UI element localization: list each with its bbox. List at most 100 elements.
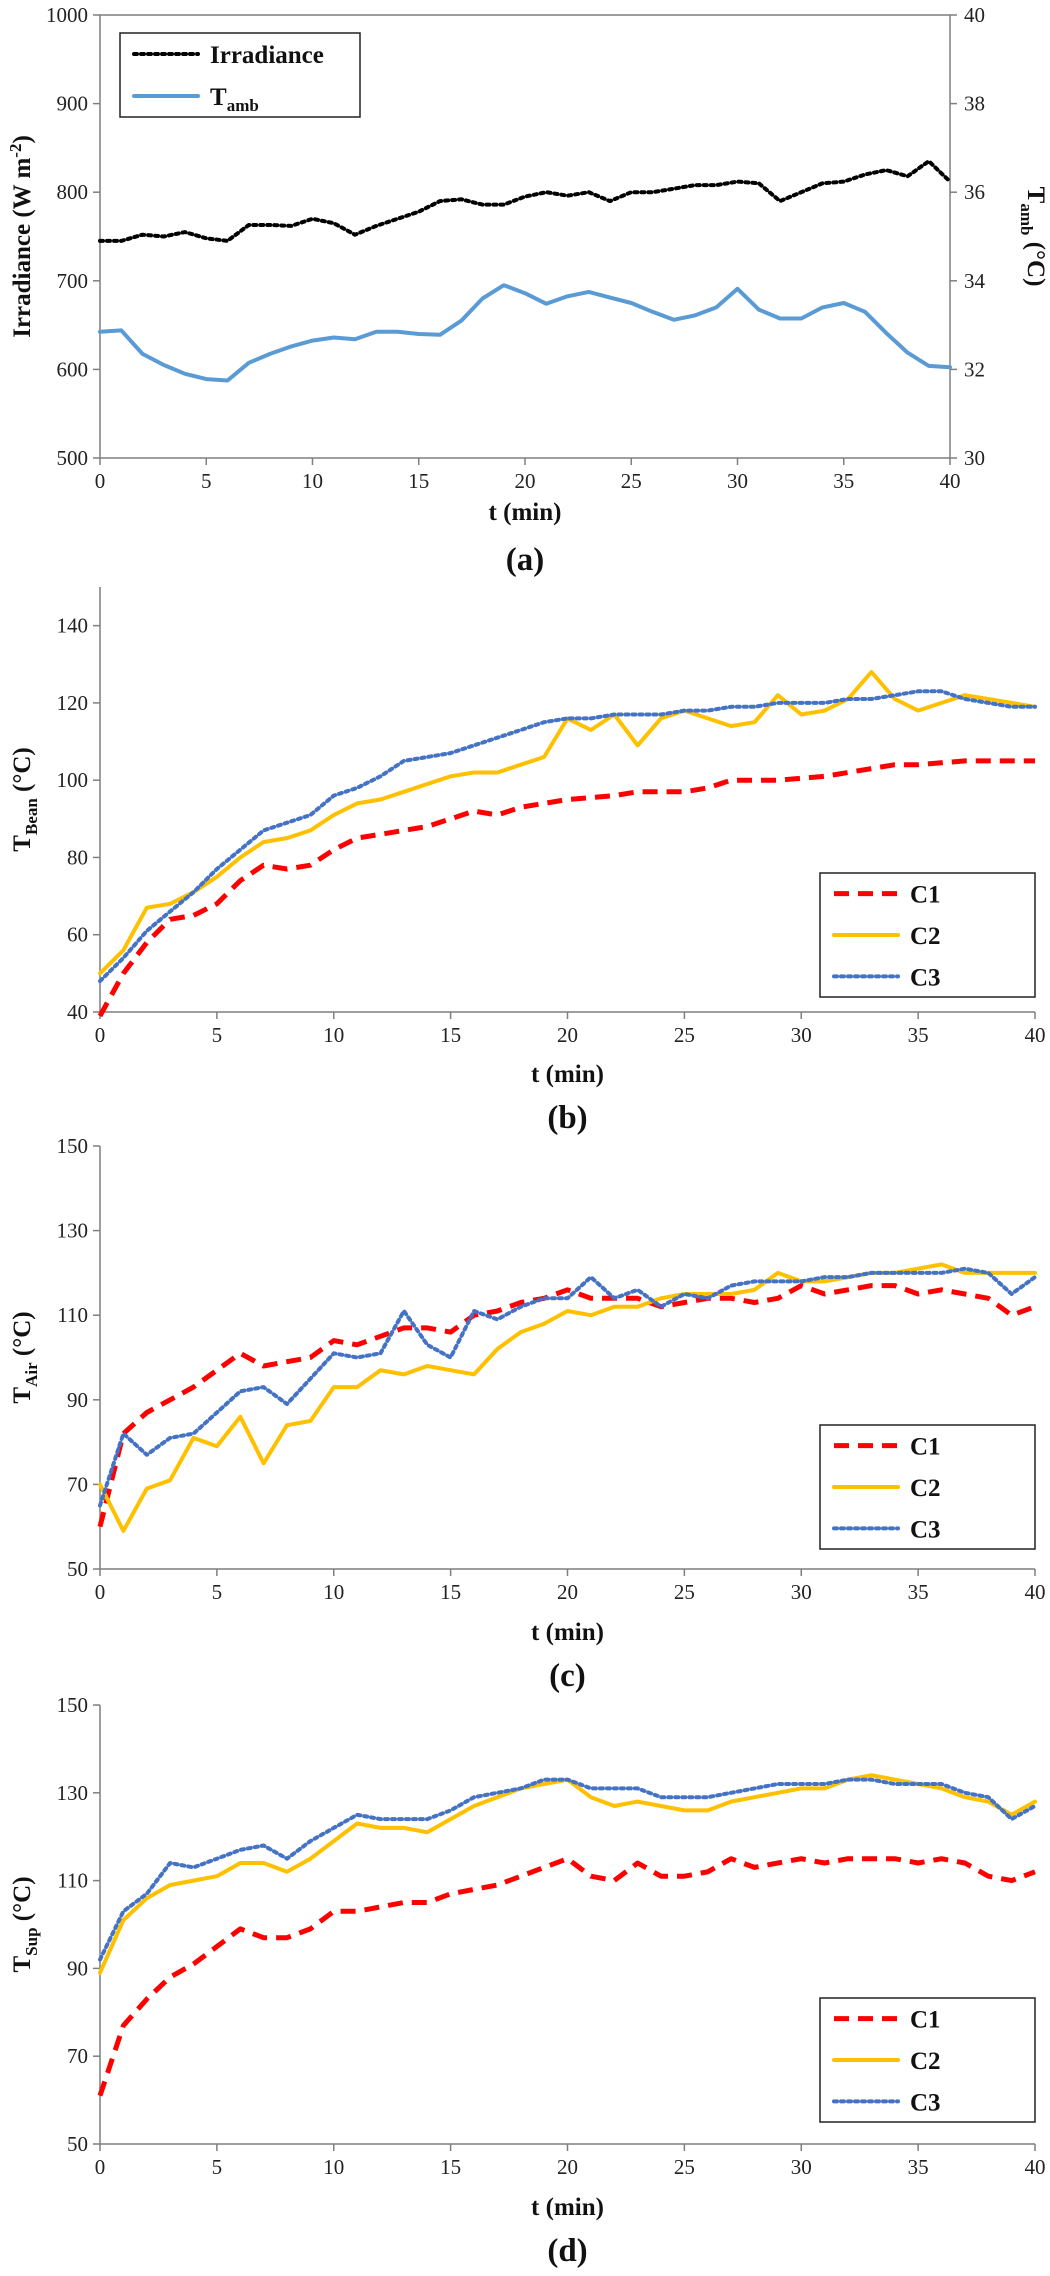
x-tick-label: 35 [908,1023,929,1047]
y-tick-label: 120 [57,691,89,715]
series-line-irradiance [98,159,952,243]
y-tick-label: 130 [57,1219,89,1243]
legend: C1 C2 C3 [819,1997,1036,2123]
x-tick-label: 40 [1025,1580,1046,1604]
series-line-c2 [98,1773,1037,1975]
x-tick-label: 20 [557,1580,578,1604]
y-tick-label: 110 [57,1303,88,1327]
x-tick-label: 15 [440,1023,461,1047]
legend-label-c2: C2 [910,2048,941,2075]
panel-label: (b) [547,1100,587,1136]
chart-panel-a: 0 5 10 15 20 25 30 35 40 500 600 700 800 900 1000 30 32 3… [6,3,1049,578]
y2-tick-label: 34 [964,269,986,293]
chart-panel-d: 0 5 10 15 20 25 30 35 40 50 70 90 110 130 150 t (min) TS… [9,1693,1046,2269]
legend-label-c3: C3 [910,2089,941,2116]
x-tick-label: 10 [323,2155,344,2179]
series-line-c1 [97,1856,1036,2097]
chart-panel-c: 0 5 10 15 20 25 30 35 40 50 70 90 110 130 150 t (min) TA… [9,1134,1046,1694]
x-tick-label: 5 [212,2155,223,2179]
x-tick-label: 35 [908,1580,929,1604]
x-axis-label: t (min) [531,1061,604,1088]
x-tick-label: 35 [833,469,854,493]
series-line-c3 [98,1266,1037,1508]
x-tick-label: 25 [621,469,642,493]
legend-label-c2: C2 [910,923,941,950]
y-tick-label: 50 [67,1557,88,1581]
legend-label-irradiance: Irradiance [210,42,324,69]
y-tick-label: 50 [67,2132,88,2156]
x-tick-label: 35 [908,2155,929,2179]
x-tick-label: 40 [1025,2155,1046,2179]
legend-label-c3: C3 [910,964,941,991]
x-tick-label: 30 [791,1023,812,1047]
y2-tick-label: 36 [964,180,985,204]
legend: C1 C2 C3 [819,1424,1036,1550]
legend-label-c1: C1 [910,1434,941,1461]
panel-label: (a) [506,542,544,578]
x-tick-label: 25 [674,2155,695,2179]
x-tick-label: 20 [515,469,536,493]
y-tick-label: 800 [57,180,89,204]
y-tick-label: 140 [57,614,89,638]
legend: C1 C2 C3 [819,872,1036,998]
y-tick-label: 500 [57,446,89,470]
legend: Irradiance Tamb [119,32,361,118]
y-axis-label: TBean (°C) [9,747,41,851]
x-tick-label: 30 [791,2155,812,2179]
x-axis-label: t (min) [531,2194,604,2221]
y2-tick-label: 40 [964,3,985,27]
x-tick-label: 0 [95,2155,106,2179]
legend-box [119,32,361,118]
x-tick-label: 0 [95,469,106,493]
x-tick-label: 0 [95,1023,106,1047]
y2-tick-label: 30 [964,446,985,470]
x-tick-label: 0 [95,1580,106,1604]
series-line-c1 [97,758,1035,1018]
x-tick-label: 25 [674,1580,695,1604]
legend-label-t: Tamb [210,84,259,115]
x-tick-label: 30 [727,469,748,493]
y-tick-label: 60 [67,923,88,947]
series-line-c3 [98,1777,1037,1962]
y2-tick-label: 38 [964,92,985,116]
x-tick-label: 5 [212,1023,223,1047]
y2-axis-label: Tamb (°C) [1017,187,1049,287]
x-axis-label: t (min) [531,1619,604,1646]
y-tick-label: 80 [67,845,88,869]
series-line-c1 [97,1283,1036,1528]
x-tick-label: 10 [302,469,323,493]
legend-label-c3: C3 [910,1516,941,1543]
y-tick-label: 700 [57,269,89,293]
y-tick-label: 130 [57,1781,89,1805]
series-line-t [98,283,952,383]
x-tick-label: 20 [557,1023,578,1047]
y-tick-label: 150 [57,1693,89,1717]
x-tick-label: 15 [440,1580,461,1604]
y-axis-label: TSup (°C) [9,1876,41,1972]
x-tick-label: 10 [323,1580,344,1604]
x-tick-label: 5 [201,469,212,493]
chart-panel-b: 0 5 10 15 20 25 30 35 40 40 60 80 100 120 140 t (min) TB… [9,587,1046,1136]
y-tick-label: 900 [57,92,89,116]
x-axis-label: t (min) [489,499,562,526]
y-tick-label: 600 [57,357,89,381]
y-tick-label: 1000 [46,3,88,27]
y-axis-label: Irradiance (W m-2) [6,135,36,338]
y-tick-label: 90 [67,1388,88,1412]
x-tick-label: 15 [440,2155,461,2179]
panel-label: (c) [549,1658,586,1694]
legend-label-c2: C2 [910,1475,941,1502]
series-line-c3 [98,689,1037,984]
x-tick-label: 15 [408,469,429,493]
legend-label-c1: C1 [910,882,941,909]
x-tick-label: 25 [674,1023,695,1047]
y-axis-label: TAir (°C) [9,1311,41,1403]
x-tick-label: 5 [212,1580,223,1604]
x-tick-label: 40 [940,469,961,493]
y-tick-label: 90 [67,1956,88,1980]
y-tick-label: 100 [57,768,89,792]
y2-tick-label: 32 [964,357,985,381]
x-tick-label: 10 [323,1023,344,1047]
panel-label: (d) [547,2233,587,2269]
y-tick-label: 150 [57,1134,89,1158]
